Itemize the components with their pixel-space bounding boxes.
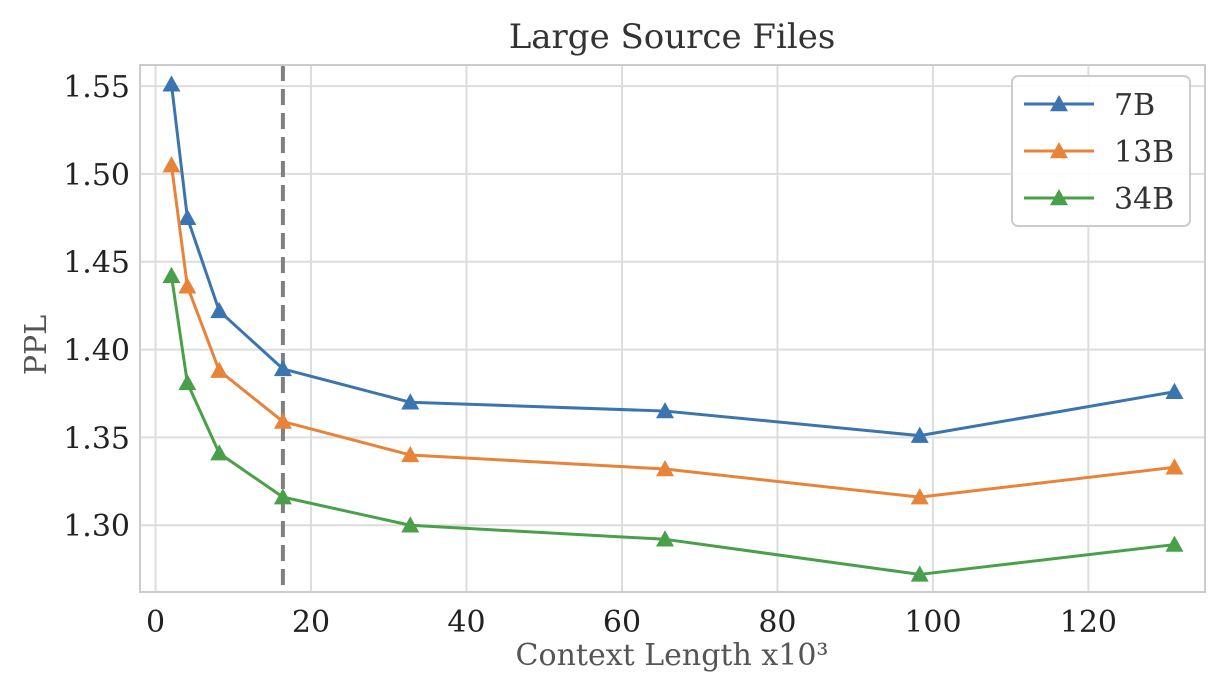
data-point-marker [178,373,197,391]
legend-label: 34B [1114,182,1174,217]
y-tick-label: 1.40 [63,334,130,369]
series-line [169,275,1175,576]
data-point-marker [656,530,675,547]
data-point-marker [162,75,181,92]
x-tick-label: 40 [447,605,485,640]
data-point-marker [1165,458,1184,475]
legend-box [1011,75,1191,227]
data-point-marker [656,460,675,477]
data-point-marker [401,445,420,463]
y-tick-label: 1.55 [63,70,130,105]
legend-marker [1050,142,1068,159]
data-point-marker [656,402,675,419]
x-tick-label: 20 [292,605,330,640]
data-point-marker [162,266,181,283]
data-point-marker [178,277,197,294]
series-7B [162,75,1184,443]
legend-marker [1050,95,1068,112]
series-line [169,84,1175,438]
legend: 7B 13B 34B [1011,75,1191,227]
data-point-marker [401,393,420,410]
grid [140,65,1205,592]
data-point-marker [273,359,292,377]
y-tick-label: 1.30 [63,509,130,544]
data-point-marker [210,444,229,461]
data-point-marker [401,516,420,533]
data-point-marker [1165,382,1184,399]
legend-label: 7B [1114,88,1155,123]
data-point-marker [178,208,197,226]
chart-title: Large Source Files [509,17,836,57]
y-tick-label: 1.50 [63,158,130,193]
tick-labels: 0 20 40 60 80 100 120 1.30 1.35 1.40 1.45 1.50 1.55 [63,70,1117,640]
data-point-marker [910,488,929,505]
plot-frame [139,64,1206,593]
data-point-marker [162,156,181,173]
y-tick-label: 1.35 [63,421,130,456]
data-point-marker [210,301,229,319]
x-tick-label: 0 [146,605,165,640]
series-layer [162,75,1184,582]
legend-label: 13B [1114,135,1174,170]
series-13B [162,156,1184,505]
data-point-marker [910,426,929,443]
data-point-marker [273,412,292,429]
legend-marker [1050,189,1068,206]
data-point-marker [210,361,229,378]
y-tick-label: 1.45 [63,246,130,281]
series-34B [162,266,1184,582]
x-tick-label: 60 [603,605,641,640]
series-line [169,164,1175,499]
data-point-marker [910,565,929,582]
x-axis-label: Context Length x10³ [516,638,829,673]
x-tick-label: 120 [1060,605,1117,640]
data-point-marker [273,488,292,505]
x-tick-label: 80 [758,605,796,640]
y-axis-label: PPL [19,315,54,375]
data-point-marker [1165,535,1184,552]
x-tick-label: 100 [904,605,961,640]
